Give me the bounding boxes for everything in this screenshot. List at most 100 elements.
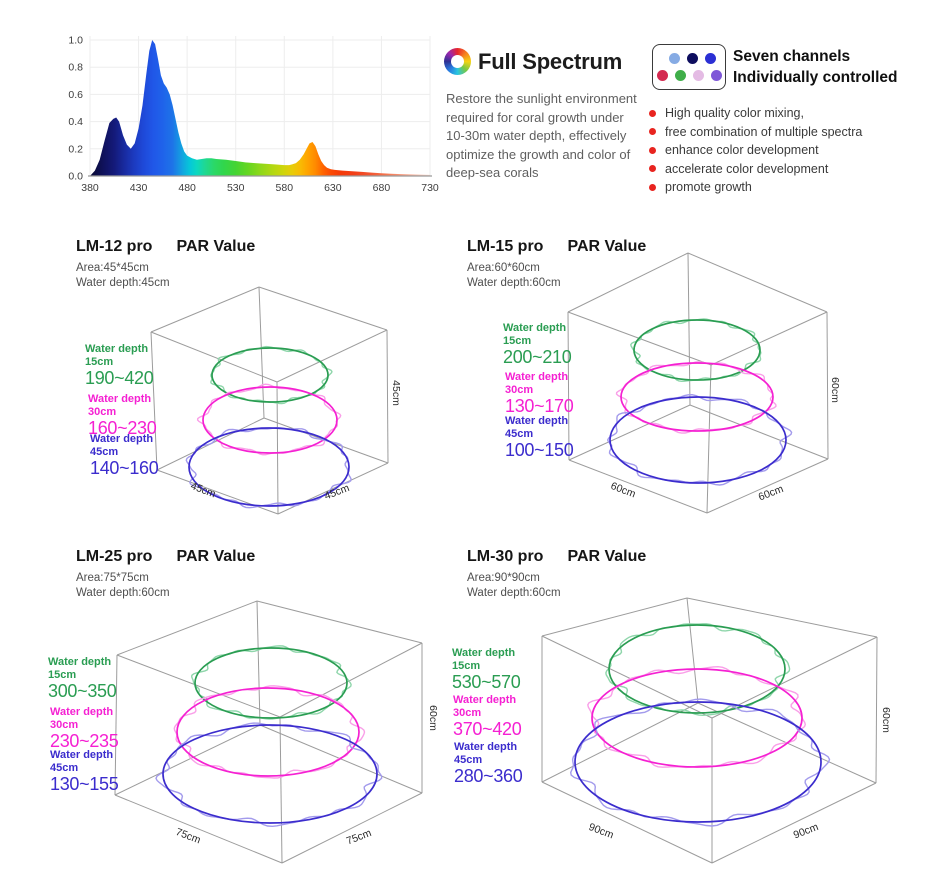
list-item: promote growth [649, 178, 862, 197]
model-name: LM-30 pro [467, 548, 544, 565]
model-title: LM-30 pro PAR Value [467, 548, 646, 566]
svg-text:380: 380 [81, 182, 99, 194]
svg-text:90cm: 90cm [587, 821, 616, 841]
par-range: 530~570 [452, 672, 521, 692]
svg-text:0.2: 0.2 [68, 143, 83, 155]
model-title: LM-12 pro PAR Value [76, 238, 255, 256]
section-header: LM-12 pro PAR Value Area:45*45cm Water de… [76, 238, 255, 291]
svg-text:45cm: 45cm [323, 482, 352, 502]
svg-text:680: 680 [373, 182, 391, 194]
channel-dot-icon [687, 53, 698, 64]
svg-text:60cm: 60cm [880, 707, 892, 733]
bullet-text: accelerate color development [665, 161, 829, 176]
depth-value: 15cm [48, 668, 77, 681]
par-value-label: PAR Value [176, 548, 256, 565]
depth-label-block: Water depth 45cm 100~150 [505, 415, 574, 461]
depth-label-block: Water depth 30cm 370~420 [453, 694, 522, 740]
depth-value: 45cm [50, 761, 79, 774]
area-spec: Area:90*90cm [467, 572, 540, 584]
model-name: LM-12 pro [76, 238, 153, 255]
section-header: LM-25 pro PAR Value Area:75*75cm Water de… [76, 548, 255, 601]
list-item: accelerate color development [649, 160, 862, 179]
depth-label-block: Water depth 30cm 230~235 [50, 706, 119, 752]
svg-text:60cm: 60cm [757, 483, 786, 503]
depth-value: 30cm [50, 718, 79, 731]
depth-label-block: Water depth 15cm 300~350 [48, 656, 117, 702]
seven-channels-text: Seven channels Individually controlled [733, 46, 898, 88]
depth-value: 15cm [503, 334, 532, 347]
model-name: LM-25 pro [76, 548, 153, 565]
section-header: LM-30 pro PAR Value Area:90*90cm Water de… [467, 548, 646, 601]
channel-dot-icon [675, 70, 686, 81]
section-header: LM-15 pro PAR Value Area:60*60cm Water de… [467, 238, 646, 291]
water-depth-label: Water depth [50, 749, 114, 761]
par-diagram-lm30: 60cm 90cm 90cm [541, 597, 892, 864]
list-item: free combination of multiple spectra [649, 123, 862, 142]
par-range: 160~230 [88, 418, 157, 438]
model-title: LM-25 pro PAR Value [76, 548, 255, 566]
par-section-lm30: LM-30 pro PAR Value Area:90*90cm Water de… [440, 540, 940, 889]
spectrum-chart: 1.0 0.8 0.6 0.4 0.2 0.0 380 430 480 530 580 630 680 7… [60, 8, 452, 208]
bullet-text: enhance color development [665, 143, 819, 158]
svg-text:630: 630 [324, 182, 342, 194]
water-depth-spec: Water depth:60cm [76, 587, 170, 599]
channel-dot-icon [711, 70, 722, 81]
svg-text:1.0: 1.0 [68, 35, 83, 47]
par-range: 230~235 [50, 731, 119, 751]
depth-value: 30cm [505, 383, 534, 396]
svg-text:530: 530 [227, 182, 245, 194]
water-depth-spec: Water depth:45cm [76, 277, 170, 289]
svg-text:45cm: 45cm [390, 380, 402, 406]
water-depth-label: Water depth [503, 322, 567, 334]
water-depth-label: Water depth [454, 741, 518, 753]
par-value-label: PAR Value [176, 238, 256, 255]
water-depth-label: Water depth [90, 433, 154, 445]
color-wheel-icon [444, 48, 471, 75]
area-spec: Area:45*45cm [76, 262, 149, 274]
depth-value: 30cm [453, 706, 482, 719]
depth-label-block: Water depth 45cm 130~155 [50, 749, 119, 795]
par-range: 300~350 [48, 681, 117, 701]
water-depth-label: Water depth [505, 415, 569, 427]
area-spec: Area:75*75cm [76, 572, 149, 584]
svg-text:730: 730 [421, 182, 439, 194]
svg-text:90cm: 90cm [792, 821, 821, 841]
channel-dots-row-bottom [653, 70, 725, 81]
channel-dot-icon [693, 70, 704, 81]
par-range: 140~160 [90, 458, 159, 478]
water-depth-label: Water depth [48, 656, 112, 668]
bullet-icon [649, 109, 656, 117]
full-spectrum-heading: Full Spectrum [444, 48, 622, 75]
depth-value: 45cm [90, 445, 119, 458]
depth-label-block: Water depth 15cm 190~420 [85, 343, 154, 389]
channel-dot-icon [657, 70, 668, 81]
full-spectrum-title: Full Spectrum [478, 48, 623, 74]
depth-value: 15cm [85, 355, 114, 368]
depth-label-block: Water depth 45cm 280~360 [454, 741, 523, 787]
par-range: 370~420 [453, 719, 522, 739]
bullet-icon [649, 183, 656, 191]
full-spectrum-description: Restore the sunlight environment require… [446, 91, 637, 181]
depth-label-block: Water depth 30cm 130~170 [505, 371, 574, 417]
svg-text:60cm: 60cm [609, 480, 638, 500]
par-range: 190~420 [85, 368, 154, 388]
par-range: 100~150 [505, 440, 574, 460]
svg-text:60cm: 60cm [427, 705, 439, 731]
par-range: 200~210 [503, 347, 572, 367]
depth-value: 30cm [88, 405, 117, 418]
par-section-lm25: LM-25 pro PAR Value Area:75*75cm Water de… [0, 540, 470, 889]
bullet-icon [649, 128, 656, 136]
bullet-text: High quality color mixing, [665, 106, 804, 121]
par-diagram-lm12: 45cm 45cm 45cm [150, 286, 402, 515]
svg-text:0.0: 0.0 [68, 171, 83, 183]
depth-label-block: Water depth 15cm 200~210 [503, 322, 572, 368]
svg-text:0.4: 0.4 [68, 116, 83, 128]
par-value-label: PAR Value [567, 238, 647, 255]
svg-text:60cm: 60cm [829, 377, 841, 403]
channel-dots-row-top [653, 53, 725, 64]
seven-channels-box [652, 44, 726, 90]
water-depth-label: Water depth [452, 647, 516, 659]
list-item: enhance color development [649, 141, 862, 160]
